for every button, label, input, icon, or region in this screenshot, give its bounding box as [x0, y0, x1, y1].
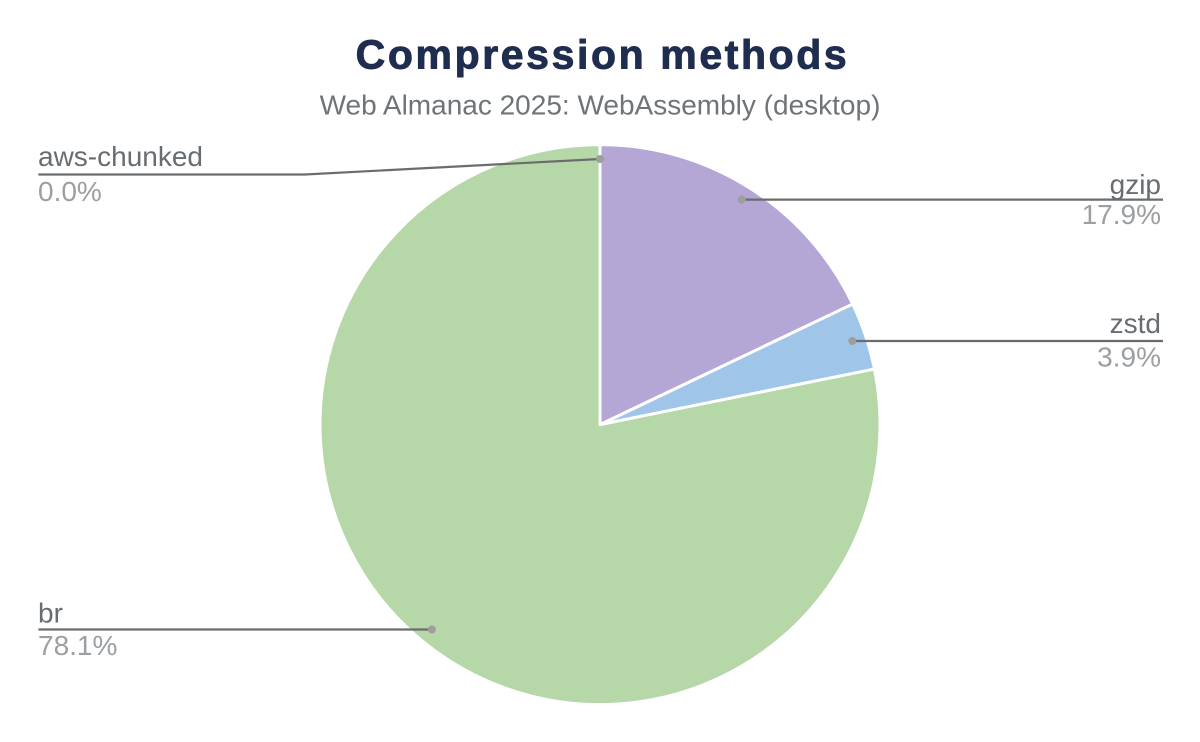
- svg-text:aws-chunked: aws-chunked: [38, 141, 203, 172]
- svg-text:17.9%: 17.9%: [1082, 199, 1161, 230]
- svg-text:Compression methods: Compression methods: [356, 32, 850, 78]
- svg-text:Web Almanac 2025: WebAssembly: Web Almanac 2025: WebAssembly (desktop): [320, 90, 881, 121]
- svg-text:3.9%: 3.9%: [1097, 341, 1161, 372]
- svg-text:br: br: [38, 598, 63, 629]
- svg-text:gzip: gzip: [1110, 169, 1161, 200]
- svg-text:78.1%: 78.1%: [38, 630, 117, 661]
- svg-text:0.0%: 0.0%: [38, 176, 102, 207]
- svg-text:zstd: zstd: [1110, 308, 1161, 339]
